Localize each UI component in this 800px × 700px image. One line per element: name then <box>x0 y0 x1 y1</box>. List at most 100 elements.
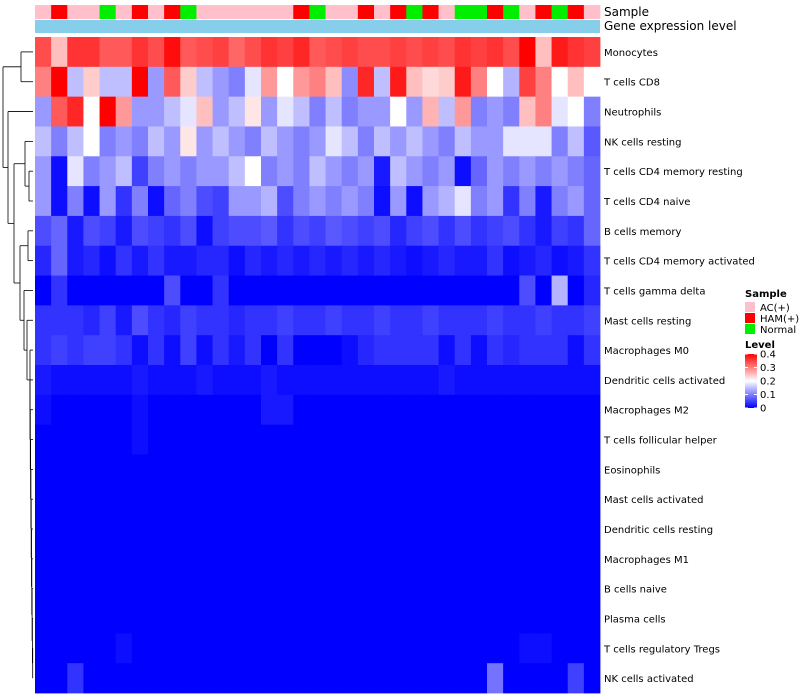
heatmap-cell <box>438 335 456 366</box>
heatmap-cell <box>99 275 117 306</box>
heatmap-cell <box>470 543 488 575</box>
heatmap-cell <box>180 424 197 455</box>
heatmap-cell <box>309 186 326 217</box>
heatmap-cell <box>228 663 246 694</box>
heatmap-cell <box>567 573 585 604</box>
heatmap-cell <box>83 215 100 247</box>
heatmap-cell <box>309 96 326 127</box>
heatmap-cell <box>83 275 100 306</box>
heatmap-cell <box>35 543 52 575</box>
heatmap-cell <box>277 186 294 217</box>
heatmap-cell <box>67 335 84 366</box>
heatmap-cell <box>470 96 488 127</box>
heatmap-cell <box>244 663 262 694</box>
heatmap-cell <box>228 66 246 98</box>
heatmap-cell <box>503 186 520 217</box>
heatmap-cell <box>535 156 552 187</box>
heatmap-cell <box>67 484 84 515</box>
heatmap-cell <box>309 484 326 515</box>
heatmap-cell <box>212 215 230 247</box>
heatmap-cell <box>519 514 536 545</box>
heatmap-cell <box>583 66 601 98</box>
heatmap-cell <box>212 335 230 366</box>
heatmap-cell <box>519 245 536 276</box>
sample-annotation-cell <box>148 5 165 19</box>
heatmap-cell <box>115 454 133 485</box>
heatmap-cell <box>83 633 100 664</box>
heatmap-cell <box>454 394 472 426</box>
heatmap-cell <box>454 335 472 366</box>
heatmap-cell <box>180 156 197 187</box>
heatmap-cell <box>390 305 407 336</box>
sample-annotation-cell <box>293 5 310 19</box>
heatmap-cell <box>164 335 181 366</box>
heatmap-cell <box>228 96 246 127</box>
row-label: Dendritic cells resting <box>604 525 713 536</box>
heatmap-cell <box>374 126 391 157</box>
heatmap-cell <box>51 663 68 694</box>
row-label: T cells follicular helper <box>603 436 718 447</box>
heatmap-cell <box>325 663 343 694</box>
heatmap-cell <box>180 275 197 306</box>
heatmap-cell <box>535 543 552 575</box>
heatmap-cell <box>67 394 84 426</box>
heatmap-cell <box>277 484 294 515</box>
heatmap-cell <box>309 663 326 694</box>
heatmap-cell <box>357 215 375 247</box>
heatmap-cell <box>341 245 359 276</box>
heatmap-cell <box>196 573 213 604</box>
heatmap-cell <box>519 365 536 396</box>
heatmap-cell <box>261 126 278 157</box>
heatmap-cell <box>293 543 310 575</box>
legend-sample-label: AC(+) <box>760 303 790 314</box>
heatmap-cell <box>406 394 423 426</box>
heatmap-cell <box>293 275 310 306</box>
heatmap-cell <box>212 663 230 694</box>
heatmap-cell <box>519 543 536 575</box>
heatmap-cell <box>244 215 262 247</box>
heatmap-cell <box>438 126 456 157</box>
heatmap-cell <box>422 514 439 545</box>
heatmap-cell <box>131 365 149 396</box>
sample-annotation-cell <box>454 5 472 19</box>
sample-annotation-cell <box>583 5 601 19</box>
heatmap-cell <box>148 543 165 575</box>
heatmap-cell <box>551 573 569 604</box>
heatmap-cell <box>261 454 278 485</box>
heatmap-cell <box>422 186 439 217</box>
heatmap-cell <box>519 394 536 426</box>
heatmap-cell <box>551 424 569 455</box>
heatmap-cell <box>261 394 278 426</box>
heatmap-cell <box>228 514 246 545</box>
heatmap-cell <box>35 186 52 217</box>
heatmap-cell <box>277 305 294 336</box>
heatmap-cell <box>99 603 117 634</box>
heatmap-cell <box>51 394 68 426</box>
heatmap-cell <box>519 454 536 485</box>
heatmap-cell <box>583 37 601 68</box>
heatmap-cell <box>244 454 262 485</box>
heatmap-cell <box>583 126 601 157</box>
heatmap-cell <box>390 514 407 545</box>
heatmap-cell <box>131 484 149 515</box>
heatmap-cell <box>519 66 536 98</box>
heatmap-cell <box>438 663 456 694</box>
heatmap-cell <box>406 37 423 68</box>
heatmap-cell <box>83 543 100 575</box>
heatmap-cell <box>390 37 407 68</box>
heatmap-cell <box>196 305 213 336</box>
heatmap-cell <box>164 365 181 396</box>
heatmap-cell <box>35 305 52 336</box>
heatmap-cell <box>293 394 310 426</box>
heatmap-cell <box>341 305 359 336</box>
heatmap-cell <box>277 454 294 485</box>
heatmap-cell <box>535 633 552 664</box>
heatmap-cell <box>244 275 262 306</box>
heatmap-cell <box>406 335 423 366</box>
heatmap-cell <box>67 156 84 187</box>
heatmap-cell <box>309 66 326 98</box>
heatmap-cell <box>503 37 520 68</box>
heatmap-cell <box>454 245 472 276</box>
heatmap-cell <box>196 245 213 276</box>
heatmap-cell <box>519 663 536 694</box>
